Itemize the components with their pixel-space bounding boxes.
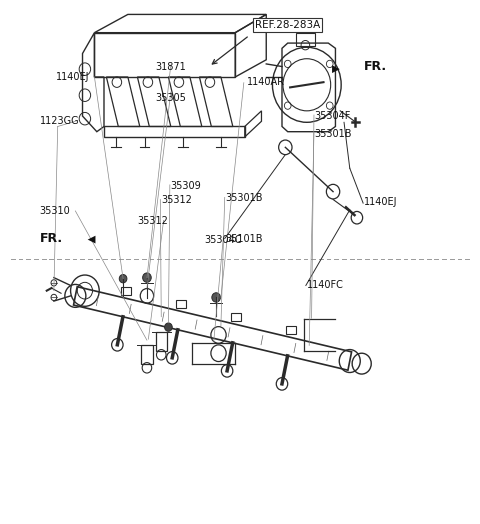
Text: 35301B: 35301B [314,129,351,139]
Bar [296,32,315,46]
Circle shape [212,293,220,302]
Text: FR.: FR. [39,232,63,245]
Text: 35304F: 35304F [314,111,350,121]
Text: 1140FC: 1140FC [307,280,344,290]
Text: 35312: 35312 [137,216,168,226]
Text: 1123GG: 1123GG [39,116,79,126]
Text: 35305: 35305 [156,93,186,103]
Bar [141,345,153,364]
Bar [156,332,167,351]
Circle shape [143,273,151,282]
Text: 35301B: 35301B [226,193,263,203]
Text: 35310: 35310 [39,206,70,216]
Circle shape [119,275,127,283]
Text: 1140EJ: 1140EJ [56,72,90,82]
Text: 35312: 35312 [161,195,192,205]
Text: 35101B: 35101B [226,234,263,244]
Text: REF.28-283A: REF.28-283A [255,20,320,30]
Text: 1140EJ: 1140EJ [364,197,397,207]
Text: 1140AR: 1140AR [247,77,285,87]
Text: 31871: 31871 [156,61,186,72]
Text: 35304C: 35304C [204,235,242,245]
Circle shape [165,323,172,331]
Text: 35309: 35309 [171,181,202,191]
Text: FR.: FR. [364,60,387,73]
